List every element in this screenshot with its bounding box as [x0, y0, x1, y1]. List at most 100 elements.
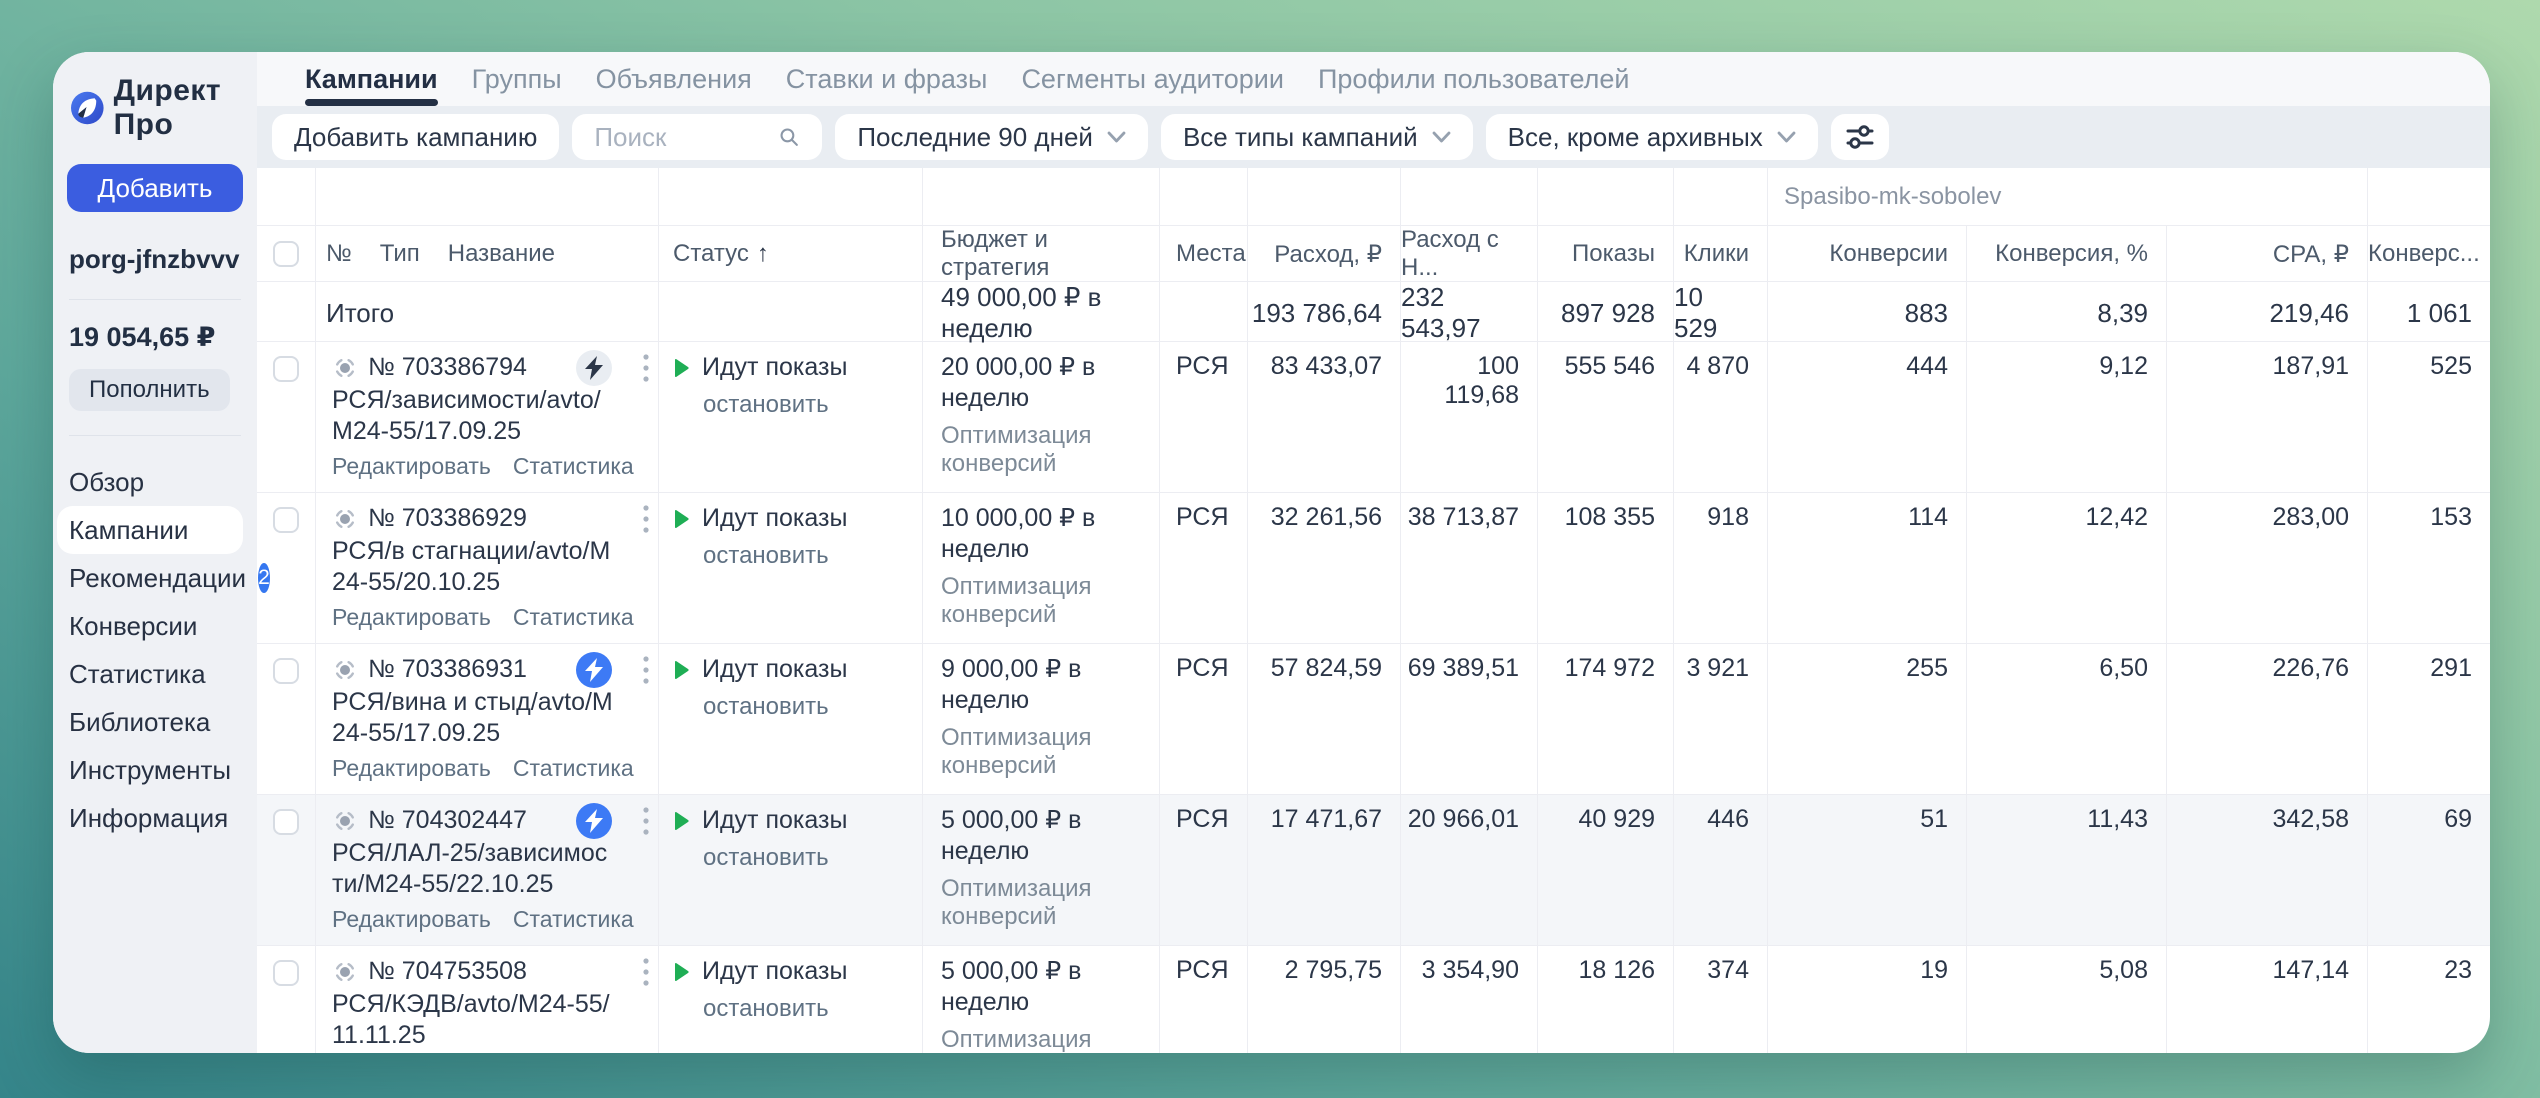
col-budget[interactable]: Бюджет и стратегия — [922, 226, 1159, 282]
clicks-value: 3 921 — [1673, 644, 1767, 794]
row-checkbox[interactable] — [273, 658, 299, 684]
autopilot-badge[interactable] — [576, 652, 612, 688]
col-conversion-rate[interactable]: Конверсия, % — [1966, 226, 2166, 282]
statistics-link[interactable]: Статистика — [512, 604, 634, 630]
col-places[interactable]: Места — [1159, 226, 1247, 282]
col-conversions-2[interactable]: Конверс... — [2367, 226, 2490, 282]
row-checkbox[interactable] — [273, 507, 299, 533]
conversions-value: 51 — [1767, 795, 1966, 945]
tab[interactable]: Сегменты аудитории — [1021, 52, 1284, 106]
row-checkbox[interactable] — [273, 809, 299, 835]
table-row: № 703386929 РСЯ/в стагнации/avto/M24-55/… — [257, 493, 2490, 644]
tab[interactable]: Кампании — [305, 52, 438, 106]
edit-link[interactable]: Редактировать — [332, 906, 491, 932]
filter-dropdown[interactable]: Все типы кампаний — [1160, 114, 1473, 160]
campaign-name[interactable]: РСЯ/КЭДВ/avto/M24-55/11.11.25 — [332, 990, 610, 1049]
stop-link[interactable]: остановить — [703, 995, 829, 1022]
row-checkbox[interactable] — [273, 960, 299, 986]
conversions-2-value: 69 — [2367, 795, 2490, 945]
campaign-number[interactable]: № 704302447 — [368, 806, 527, 834]
row-menu-button[interactable] — [642, 805, 650, 846]
autopilot-bolt-icon — [585, 809, 603, 833]
campaign-number[interactable]: № 703386929 — [368, 504, 527, 532]
col-cpa[interactable]: CPA, ₽ — [2166, 226, 2367, 282]
campaign-number[interactable]: № 703386794 — [368, 353, 527, 381]
add-button[interactable]: Добавить — [67, 164, 243, 212]
col-name[interactable]: Название — [447, 240, 556, 267]
sidebar-item[interactable]: Инструменты — [57, 746, 243, 794]
filter-dropdown[interactable]: Последние 90 дней — [835, 114, 1148, 160]
search-box[interactable] — [572, 114, 823, 160]
stop-link[interactable]: остановить — [703, 391, 829, 418]
col-number[interactable]: № — [326, 240, 352, 267]
status-text: Идут показы — [702, 957, 848, 985]
sort-arrow-icon: ↑ — [756, 240, 769, 267]
budget-value: 9 000,00 ₽ в неделю — [941, 655, 1082, 714]
autopilot-badge[interactable] — [576, 350, 612, 386]
col-status[interactable]: Статус ↑ — [658, 226, 922, 282]
col-spend-nds[interactable]: Расход с Н... — [1400, 226, 1537, 282]
select-all-checkbox[interactable] — [273, 241, 299, 267]
stop-link[interactable]: остановить — [703, 542, 829, 569]
conversions-2-value: 153 — [2367, 493, 2490, 643]
statistics-link[interactable]: Статистика — [512, 906, 634, 932]
row-menu-button[interactable] — [642, 352, 650, 393]
edit-link[interactable]: Редактировать — [332, 604, 491, 630]
filter-label: Все типы кампаний — [1182, 121, 1418, 152]
row-menu-button[interactable] — [642, 956, 650, 997]
tab[interactable]: Объявления — [596, 52, 752, 106]
col-shows[interactable]: Показы — [1537, 226, 1673, 282]
table-settings-button[interactable] — [1830, 114, 1889, 160]
sidebar-item[interactable]: Библиотека — [57, 698, 243, 746]
col-spend[interactable]: Расход, ₽ — [1247, 226, 1400, 282]
conversions-2-value: 23 — [2367, 946, 2490, 1053]
row-checkbox[interactable] — [273, 356, 299, 382]
campaign-name[interactable]: РСЯ/вина и стыд/avto/M24-55/17.09.25 — [332, 688, 613, 747]
campaign-number[interactable]: № 704753508 — [368, 957, 527, 985]
places-value: РСЯ — [1159, 342, 1247, 492]
edit-link[interactable]: Редактировать — [332, 453, 491, 479]
statistics-link[interactable]: Статистика — [512, 453, 634, 479]
account-login[interactable]: porg-jfnzbvvv — [69, 244, 240, 274]
row-menu-button[interactable] — [642, 654, 650, 695]
sidebar-item-label: Инструменты — [69, 754, 232, 785]
sidebar-item[interactable]: Обзор — [57, 458, 243, 506]
campaign-name[interactable]: РСЯ/в стагнации/avto/M24-55/20.10.25 — [332, 537, 611, 596]
col-type[interactable]: Тип — [379, 240, 420, 267]
sidebar-item-label: Кампании — [69, 514, 189, 545]
tab-label: Группы — [471, 63, 562, 94]
search-icon — [780, 128, 799, 146]
sidebar-item[interactable]: Рекомендации 2 — [57, 554, 270, 602]
row-menu-button[interactable] — [642, 503, 650, 544]
filter-pills: Последние 90 дней Все типы кампаний Все,… — [835, 114, 1818, 160]
col-conversions[interactable]: Конверсии — [1767, 226, 1966, 282]
kebab-menu-icon — [643, 354, 649, 382]
sidebar-item[interactable]: Кампании — [57, 506, 243, 554]
search-input[interactable] — [594, 121, 765, 153]
add-campaign-button[interactable]: Добавить кампанию — [272, 114, 560, 160]
spend-nds-value: 69 389,51 — [1400, 644, 1537, 794]
tab[interactable]: Ставки и фразы — [786, 52, 988, 106]
topup-button[interactable]: Пополнить — [69, 369, 230, 411]
clicks-value: 918 — [1673, 493, 1767, 643]
autopilot-badge[interactable] — [576, 803, 612, 839]
sidebar-item[interactable]: Статистика — [57, 650, 243, 698]
col-clicks[interactable]: Клики — [1673, 226, 1767, 282]
sidebar-item[interactable]: Информация — [57, 794, 243, 842]
conversion-rate-value: 5,08 — [1966, 946, 2166, 1053]
campaign-number[interactable]: № 703386931 — [368, 655, 527, 683]
stop-link[interactable]: остановить — [703, 844, 829, 871]
tab[interactable]: Профили пользователей — [1318, 52, 1630, 106]
campaign-name[interactable]: РСЯ/зависимости/avto/M24-55/17.09.25 — [332, 386, 601, 445]
shows-value: 555 546 — [1537, 342, 1673, 492]
stop-link[interactable]: остановить — [703, 693, 829, 720]
sidebar-item[interactable]: Конверсии — [57, 602, 243, 650]
filter-dropdown[interactable]: Все, кроме архивных — [1485, 114, 1818, 160]
clicks-value: 4 870 — [1673, 342, 1767, 492]
tab-label: Профили пользователей — [1317, 63, 1630, 94]
statistics-link[interactable]: Статистика — [512, 755, 634, 781]
campaign-name[interactable]: РСЯ/ЛАЛ-25/зависимости/М24-55/22.10.25 — [332, 839, 608, 898]
tab[interactable]: Группы — [472, 52, 562, 106]
play-icon — [675, 358, 689, 377]
edit-link[interactable]: Редактировать — [332, 755, 491, 781]
